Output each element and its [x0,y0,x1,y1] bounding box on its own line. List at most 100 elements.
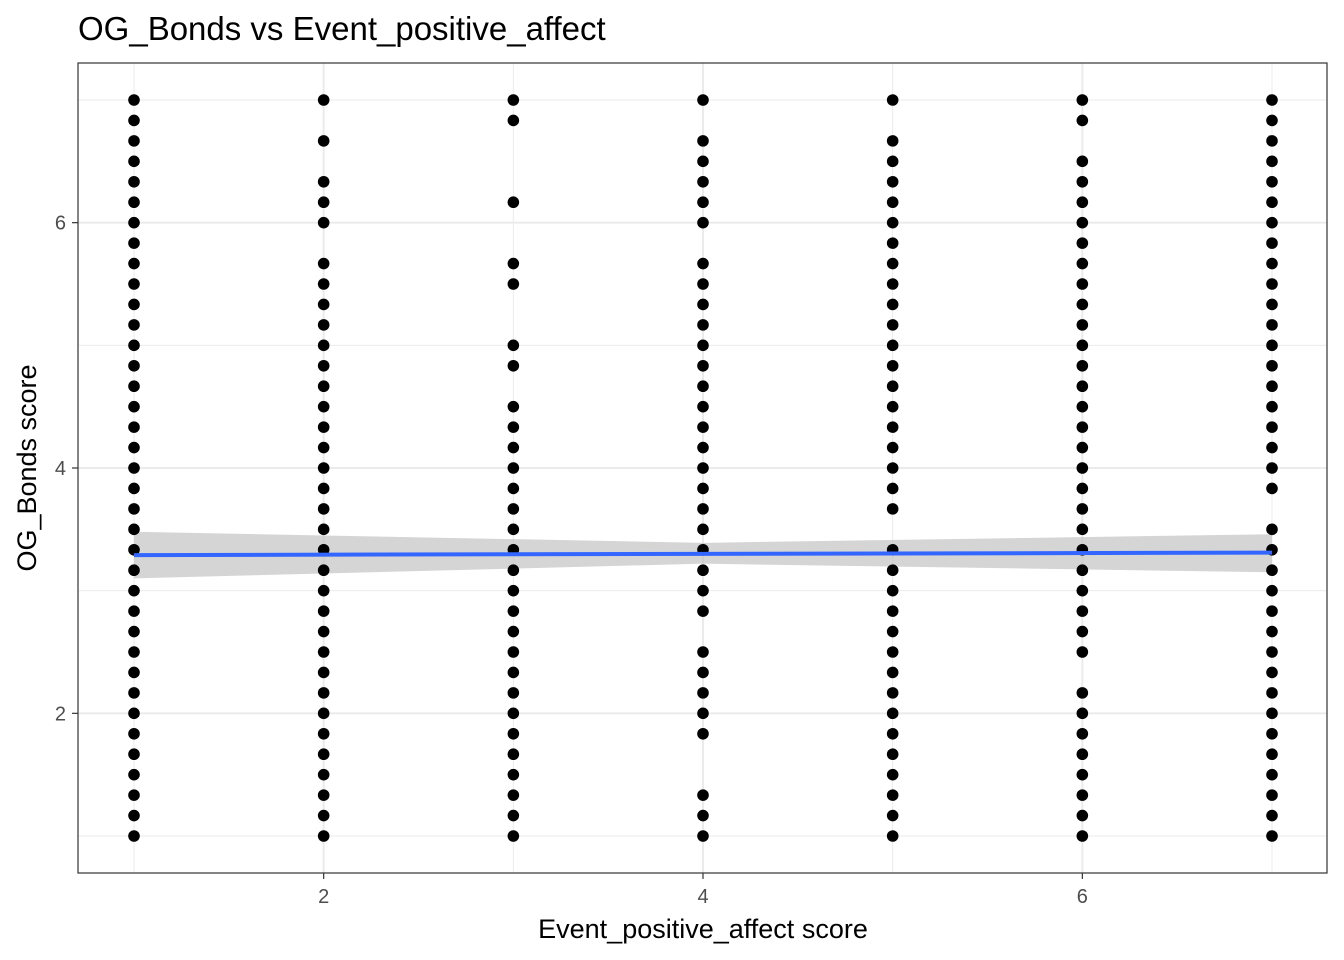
data-point [128,155,140,168]
data-point [697,707,709,720]
data-point [317,748,330,761]
data-point [1076,237,1089,249]
data-point [507,687,520,699]
data-point [886,789,899,801]
data-point [507,768,520,781]
data-point [1076,523,1089,536]
data-point [697,216,709,229]
data-point [1076,175,1089,188]
data-point [1076,400,1089,413]
data-point [1266,809,1278,822]
data-point [886,809,899,822]
data-point [886,94,899,106]
data-point [317,482,330,495]
data-point [507,605,520,617]
data-point [1076,298,1089,311]
data-point [697,155,709,168]
data-point [697,789,709,801]
data-point [128,319,140,331]
data-point [1076,421,1089,433]
data-point [507,339,520,352]
data-point [1266,257,1278,270]
data-point [128,809,140,822]
data-point [507,830,520,842]
data-points [128,94,1278,842]
data-point [317,564,330,577]
data-point [1266,830,1278,842]
data-point [1076,768,1089,781]
data-point [1266,584,1278,597]
data-point [507,94,520,106]
data-point [317,625,330,638]
x-tick-label: 4 [697,886,708,908]
data-point [697,727,709,740]
data-point [1266,727,1278,740]
data-point [697,196,709,209]
data-point [886,421,899,433]
data-point [507,482,520,495]
data-point [317,462,330,474]
data-point [1266,441,1278,454]
data-point [697,135,709,147]
data-point [1266,748,1278,761]
data-point [1076,789,1089,801]
chart-title: OG_Bonds vs Event_positive_affect [78,10,606,47]
data-point [128,441,140,454]
data-point [317,298,330,311]
y-axis-title: OG_Bonds score [12,364,42,571]
data-point [317,687,330,699]
data-point [1266,196,1278,209]
data-point [507,584,520,597]
data-point [886,319,899,331]
data-point [128,380,140,393]
data-point [128,687,140,699]
data-point [128,400,140,413]
data-point [128,646,140,658]
data-point [1076,564,1089,577]
data-point [886,482,899,495]
data-point [697,298,709,311]
data-point [1076,646,1089,658]
data-point [1076,339,1089,352]
data-point [1076,625,1089,638]
data-point [317,196,330,209]
data-point [317,278,330,290]
data-point [128,196,140,209]
data-point [128,707,140,720]
data-point [128,543,140,556]
data-point [507,809,520,822]
data-point [886,503,899,515]
x-tick-label: 2 [318,886,329,908]
data-point [317,135,330,147]
data-point [886,135,899,147]
y-axis: 2 4 6 [55,213,78,725]
data-point [886,666,899,679]
data-point [886,216,899,229]
data-point [317,339,330,352]
data-point [886,175,899,188]
data-point [128,114,140,127]
data-point [886,687,899,699]
data-point [697,175,709,188]
data-point [128,135,140,147]
x-axis-title: Event_positive_affect score [538,914,868,944]
trend-line-layer [133,550,1273,558]
plot-panel [77,62,1328,874]
data-point [1266,135,1278,147]
data-point [1076,727,1089,740]
data-point [1266,687,1278,699]
data-point [507,503,520,515]
data-point [317,94,330,106]
data-point [317,809,330,822]
data-point [886,768,899,781]
data-point [1076,809,1089,822]
data-point [1266,482,1278,495]
data-point [128,278,140,290]
trend-line [133,550,1273,558]
data-point [507,257,520,270]
data-point [317,257,330,270]
data-point [128,789,140,801]
data-point [886,155,899,168]
data-point [507,789,520,801]
